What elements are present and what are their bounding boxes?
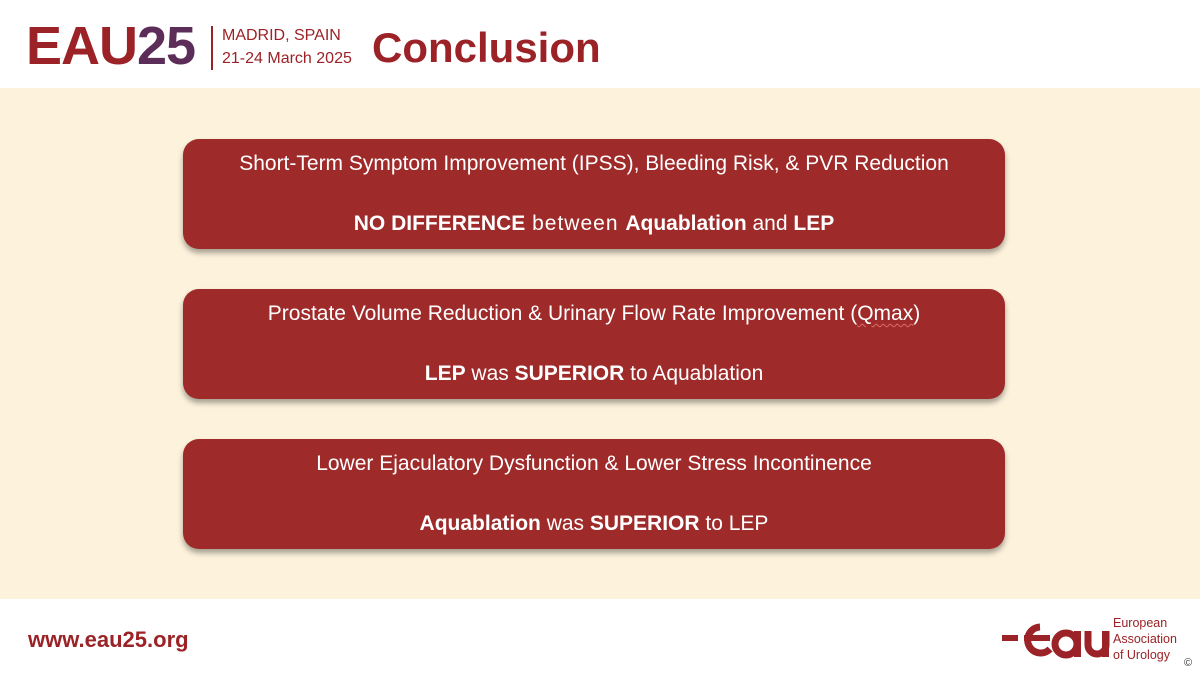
card-result: Aquablation was SUPERIOR to LEP (183, 511, 1005, 537)
logo-eau-text: EAU (26, 16, 138, 76)
heading-text: ) (913, 302, 921, 325)
result-emphasis: LEP (793, 212, 835, 235)
conclusion-card-1: Short-Term Symptom Improvement (IPSS), B… (183, 139, 1005, 249)
event-dates: 21-24 March 2025 (222, 50, 352, 67)
result-text: to Aquablation (624, 362, 764, 385)
slide-title: Conclusion (372, 24, 601, 71)
conclusion-card-2: Prostate Volume Reduction & Urinary Flow… (183, 289, 1005, 399)
logo-year-text: 25 (137, 16, 196, 76)
eau-org-name: European Association of Urology (1113, 615, 1177, 663)
eau25-logo: EAU25 (26, 14, 196, 78)
card-result: LEP was SUPERIOR to Aquablation (183, 361, 1005, 387)
result-emphasis: SUPERIOR (514, 362, 625, 385)
event-location: MADRID, SPAIN (222, 27, 341, 44)
result-emphasis: NO DIFFERENCE (353, 212, 526, 235)
result-emphasis: LEP (424, 362, 466, 385)
result-emphasis: Aquablation (419, 512, 541, 535)
result-text: between (525, 212, 626, 235)
card-heading: Short-Term Symptom Improvement (IPSS), B… (239, 152, 949, 175)
result-text: was (540, 512, 590, 535)
org-name-line: European (1113, 616, 1168, 630)
result-emphasis: Aquablation (625, 212, 747, 235)
event-info: MADRID, SPAIN 21-24 March 2025 (222, 24, 352, 70)
slide-header: EAU25 MADRID, SPAIN 21-24 March 2025 Con… (0, 0, 1200, 88)
result-text: to LEP (699, 512, 769, 535)
heading-text: Prostate Volume Reduction & Urinary Flow… (267, 302, 858, 325)
result-text: was (465, 362, 515, 385)
card-heading: Lower Ejaculatory Dysfunction & Lower St… (316, 452, 872, 475)
conclusion-card-3: Lower Ejaculatory Dysfunction & Lower St… (183, 439, 1005, 549)
result-text: and (746, 212, 794, 235)
org-name-line: Association (1113, 632, 1177, 646)
org-name-line: of Urology (1113, 648, 1170, 662)
website-link[interactable]: www.eau25.org (28, 627, 189, 652)
slide-content: Short-Term Symptom Improvement (IPSS), B… (0, 88, 1200, 599)
card-heading: Prostate Volume Reduction & Urinary Flow… (183, 301, 1005, 327)
logo-divider (211, 26, 213, 70)
eau-logo-icon (1002, 623, 1110, 659)
card-result: NO DIFFERENCE between Aquablation and LE… (183, 211, 1005, 237)
slide-footer: www.eau25.org European Association of Ur… (0, 599, 1200, 675)
heading-qmax: Qmax (857, 302, 914, 325)
copyright-mark: © (1184, 657, 1193, 669)
result-emphasis: SUPERIOR (589, 512, 700, 535)
